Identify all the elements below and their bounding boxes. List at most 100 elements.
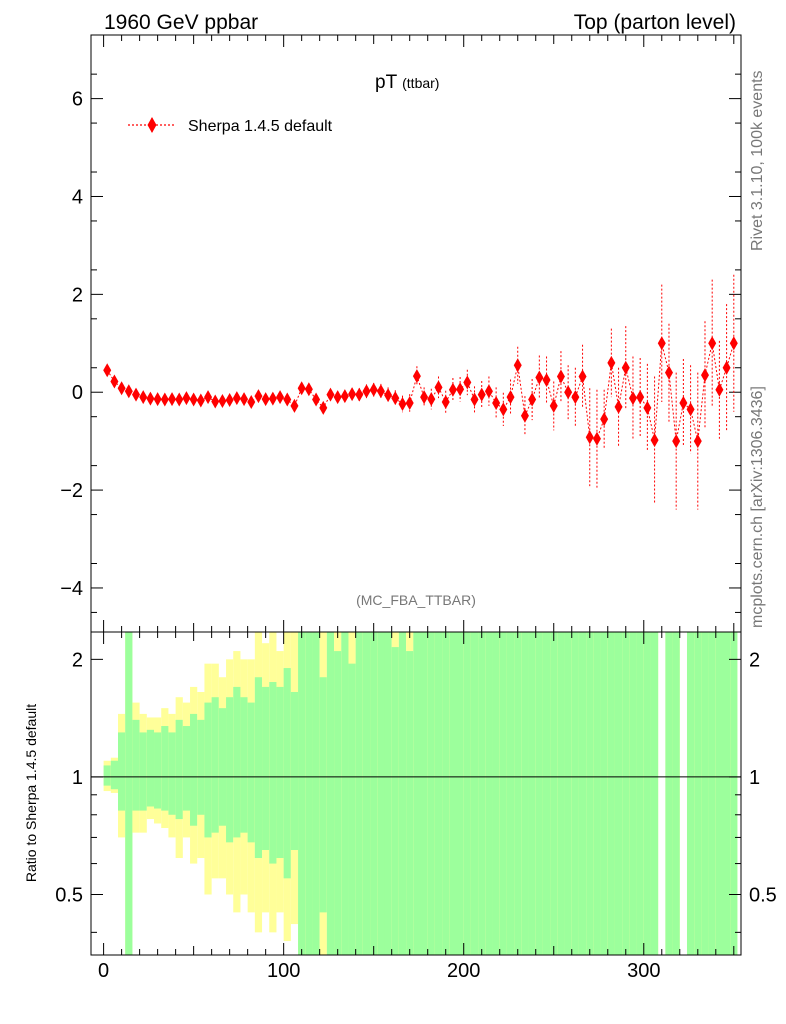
data-point — [276, 390, 285, 405]
ratio-inner-band — [283, 668, 291, 879]
legend-label: Sherpa 1.4.5 default — [188, 118, 333, 135]
data-point — [463, 375, 472, 390]
ratio-inner-band — [442, 632, 450, 955]
data-point — [420, 390, 429, 405]
ratio-inner-band — [456, 632, 464, 955]
ratio-inner-band — [391, 647, 399, 955]
ratio-frame — [90, 631, 742, 956]
ratio-inner-band — [254, 677, 263, 859]
main-ytick-label: −4 — [60, 578, 83, 600]
data-point — [189, 392, 198, 407]
data-point — [376, 384, 385, 399]
data-point — [247, 395, 256, 410]
data-point — [340, 389, 349, 404]
ratio-inner-band — [485, 632, 493, 955]
ratio-ylabel: Ratio to Sherpa 1.4.5 default — [23, 704, 39, 882]
ratio-inner-band — [463, 632, 471, 955]
ratio-inner-band — [175, 719, 183, 820]
rivet-credit: Rivet 3.1.10, 100k events — [749, 70, 766, 251]
ratio-inner-band — [341, 632, 349, 955]
data-point — [254, 389, 263, 404]
ratio-inner-band — [110, 760, 119, 790]
data-point — [470, 392, 479, 407]
ratio-inner-band — [161, 726, 169, 811]
data-point — [175, 392, 184, 407]
data-point — [240, 392, 249, 407]
main-title: pT (ttbar) — [375, 72, 439, 93]
data-point — [348, 387, 357, 402]
ratio-inner-band — [535, 632, 543, 955]
data-point — [549, 398, 558, 413]
ratio-inner-band — [233, 686, 241, 838]
ratio-inner-band — [550, 632, 558, 955]
ratio-inner-band — [607, 632, 615, 955]
ratio-inner-band — [226, 697, 234, 843]
header-left-title: 1960 GeV ppbar — [104, 11, 258, 34]
ratio-inner-band — [701, 632, 709, 955]
data-point — [405, 395, 414, 410]
ratio-inner-band — [715, 632, 723, 955]
legend: Sherpa 1.4.5 default — [128, 117, 333, 135]
data-point — [225, 393, 234, 408]
ratio-inner-band — [240, 697, 248, 833]
main-data-points — [103, 274, 738, 510]
data-point — [636, 390, 645, 405]
ratio-inner-band — [413, 632, 421, 955]
ratio-xtick-label: 300 — [627, 960, 660, 982]
ratio-inner-band — [348, 663, 356, 955]
data-point — [456, 382, 465, 397]
ratio-ytick-label-right: 1 — [749, 767, 760, 789]
main-ytick-label: −2 — [60, 480, 83, 502]
main-ytick-label: 0 — [72, 382, 83, 404]
data-point — [556, 369, 565, 384]
ratio-inner-band — [305, 632, 313, 955]
data-point — [506, 390, 515, 405]
ratio-inner-band — [528, 632, 536, 955]
data-point — [664, 365, 673, 380]
ratio-inner-band — [204, 702, 212, 838]
ratio-inner-band — [420, 632, 428, 955]
series-line — [106, 343, 735, 442]
data-point — [715, 382, 724, 397]
data-point — [110, 374, 119, 389]
data-point — [571, 390, 580, 405]
ratio-inner-band — [564, 632, 572, 955]
data-point — [535, 370, 544, 385]
ratio-inner-band — [622, 632, 630, 955]
ratio-inner-band — [262, 686, 270, 850]
data-point — [232, 391, 241, 406]
analysis-watermark: (MC_FBA_TTBAR) — [356, 592, 476, 608]
ratio-ytick-label-right: 2 — [749, 649, 760, 671]
ratio-inner-band — [197, 719, 205, 815]
data-point — [103, 363, 112, 378]
ratio-inner-band — [629, 632, 637, 955]
data-point — [117, 381, 126, 396]
ratio-inner-band — [355, 632, 363, 955]
data-point — [722, 360, 731, 375]
data-point — [434, 380, 443, 395]
data-point — [369, 382, 378, 397]
ratio-inner-band — [636, 632, 644, 955]
data-point — [384, 388, 393, 403]
header-right-title: Top (parton level) — [574, 11, 736, 34]
ratio-inner-band — [578, 632, 587, 955]
ratio-inner-band — [269, 682, 277, 864]
ratio-inner-band — [298, 632, 306, 955]
data-point — [499, 402, 508, 417]
ratio-ytick-label: 2 — [72, 649, 83, 671]
data-point — [355, 387, 364, 402]
ratio-inner-band — [190, 713, 198, 826]
ratio-inner-band — [118, 732, 126, 811]
data-point — [484, 384, 493, 399]
ratio-inner-band — [276, 686, 284, 859]
ratio-inner-band — [614, 632, 623, 955]
ratio-xtick-label: 100 — [267, 960, 300, 982]
ratio-inner-band — [521, 632, 529, 955]
data-point — [600, 412, 609, 427]
ratio-inner-band — [139, 732, 147, 811]
data-point — [333, 390, 342, 405]
data-point — [729, 336, 738, 351]
data-point — [312, 392, 321, 407]
data-point — [621, 360, 630, 375]
main-title-text: pT — [375, 72, 398, 93]
